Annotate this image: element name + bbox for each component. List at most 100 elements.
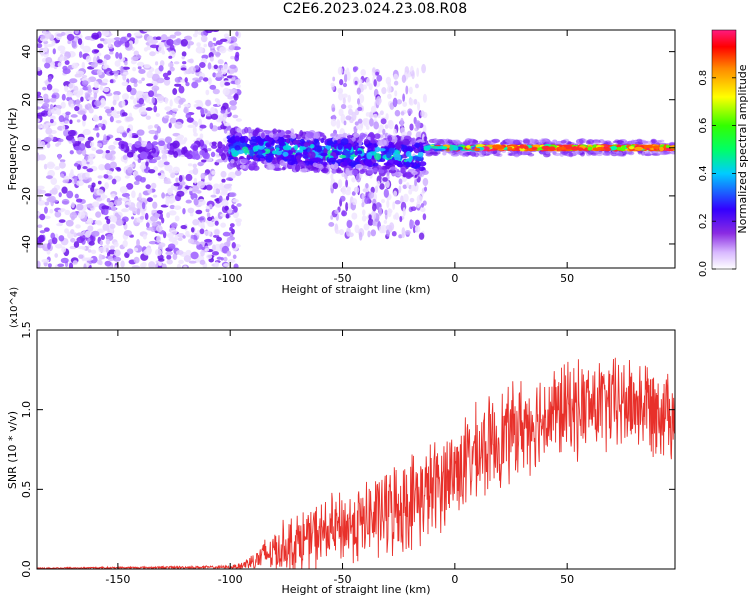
spectral-cell <box>235 31 239 37</box>
spectral-cell <box>209 84 217 90</box>
spectral-cell <box>407 108 413 115</box>
spectral-cell <box>149 44 159 49</box>
spectral-cell <box>214 229 220 236</box>
spectral-cell <box>56 108 62 116</box>
spectral-cell <box>409 220 415 229</box>
spectral-cell <box>80 96 84 102</box>
spectral-cell <box>229 226 233 232</box>
spectral-cell <box>372 67 376 73</box>
spectral-cell <box>213 64 219 70</box>
spectral-cell <box>294 144 299 151</box>
spectral-cell <box>276 129 282 133</box>
spectral-cell <box>234 79 241 85</box>
snr-panel: -150 -100 -50 0 50 0.0 0.5 1.0 1.5 Height of st… <box>6 287 676 596</box>
spectral-cell <box>420 203 424 208</box>
spectral-cell <box>101 205 110 210</box>
spectral-cell <box>207 216 213 222</box>
spectral-cell <box>100 97 106 105</box>
spectral-cell <box>231 76 236 81</box>
spectral-cell <box>64 209 71 216</box>
spectral-cell <box>169 99 173 107</box>
spectral-cell <box>347 104 353 109</box>
spectral-cell <box>182 235 186 239</box>
spectral-cell <box>119 36 127 45</box>
spectral-cell <box>553 152 562 157</box>
spectral-cell <box>273 167 282 171</box>
spectral-cell <box>234 144 241 151</box>
spectral-cell <box>82 166 88 170</box>
spectral-cell <box>97 43 104 49</box>
spectral-cell <box>146 83 154 87</box>
spectral-cell <box>164 136 173 144</box>
spectral-cell <box>51 187 58 195</box>
spectral-cell <box>201 221 205 228</box>
spectral-cell <box>176 190 185 197</box>
spectral-cell <box>132 152 138 160</box>
spectrogram-panel: -150 -100 -50 0 50 -40 -20 0 20 40 Height of str… <box>6 29 676 296</box>
spectral-cell <box>97 59 103 64</box>
spectral-cell <box>222 102 229 110</box>
spectral-cell <box>138 97 145 105</box>
spectral-cell <box>168 169 173 174</box>
spectral-cell <box>185 173 193 182</box>
spectral-cell <box>352 66 359 71</box>
spectral-cell <box>411 170 418 176</box>
spectral-cell <box>205 99 212 107</box>
spectral-cell <box>161 192 165 199</box>
spectral-cell <box>129 87 137 96</box>
spectral-cell <box>309 143 315 149</box>
spectral-cell <box>372 220 376 227</box>
spectral-cell <box>314 131 320 139</box>
spectral-cell <box>358 93 365 104</box>
spectral-cell <box>87 225 94 232</box>
spectral-cell <box>113 140 119 145</box>
spectral-cell <box>361 209 366 216</box>
spectral-cell <box>122 74 127 81</box>
spectral-cell <box>545 145 550 150</box>
spectral-cell <box>349 156 355 160</box>
spectral-cell <box>43 227 50 232</box>
spectral-cell <box>156 225 163 232</box>
spectral-cell <box>166 254 172 260</box>
spectral-cell <box>37 224 43 228</box>
spectral-cell <box>133 247 139 252</box>
spectral-cell <box>414 225 421 233</box>
spectral-cell <box>167 149 175 155</box>
spectral-cell <box>392 97 398 108</box>
spectral-cell <box>66 91 74 98</box>
spectral-cell <box>72 90 81 97</box>
spectral-cell <box>233 263 239 268</box>
spectral-cell <box>331 107 336 112</box>
spectral-cell <box>159 60 165 67</box>
spectral-cell <box>416 194 423 204</box>
spectral-cell <box>400 167 406 174</box>
spectral-cell <box>65 219 74 227</box>
spectral-cell <box>157 160 165 168</box>
spectral-cell <box>256 144 266 150</box>
spectral-cell <box>175 249 184 255</box>
spectral-cell <box>71 62 79 69</box>
spectral-cell <box>385 180 390 188</box>
spectral-cell <box>361 215 367 222</box>
spectral-cell <box>121 208 127 213</box>
spectral-cell <box>365 125 370 130</box>
spectral-cell <box>404 230 411 235</box>
spectral-cell <box>372 203 377 212</box>
spectral-cell <box>350 160 357 167</box>
spectral-cell <box>340 138 349 146</box>
spectral-cell <box>341 185 347 195</box>
spectral-cell <box>224 205 229 211</box>
spectral-cell <box>87 136 94 142</box>
spectral-cell <box>373 121 379 130</box>
spectral-cell <box>407 130 412 137</box>
spectral-cell <box>386 85 392 94</box>
spectral-cell <box>103 174 109 179</box>
spectral-cell <box>320 152 328 157</box>
spectral-cell <box>351 136 356 142</box>
spectral-cell <box>394 200 401 205</box>
spectral-cell <box>180 67 187 71</box>
spectral-cell <box>192 219 200 226</box>
spectral-cell <box>113 241 119 248</box>
spectral-cell <box>482 140 492 146</box>
spectral-cell <box>537 139 543 145</box>
